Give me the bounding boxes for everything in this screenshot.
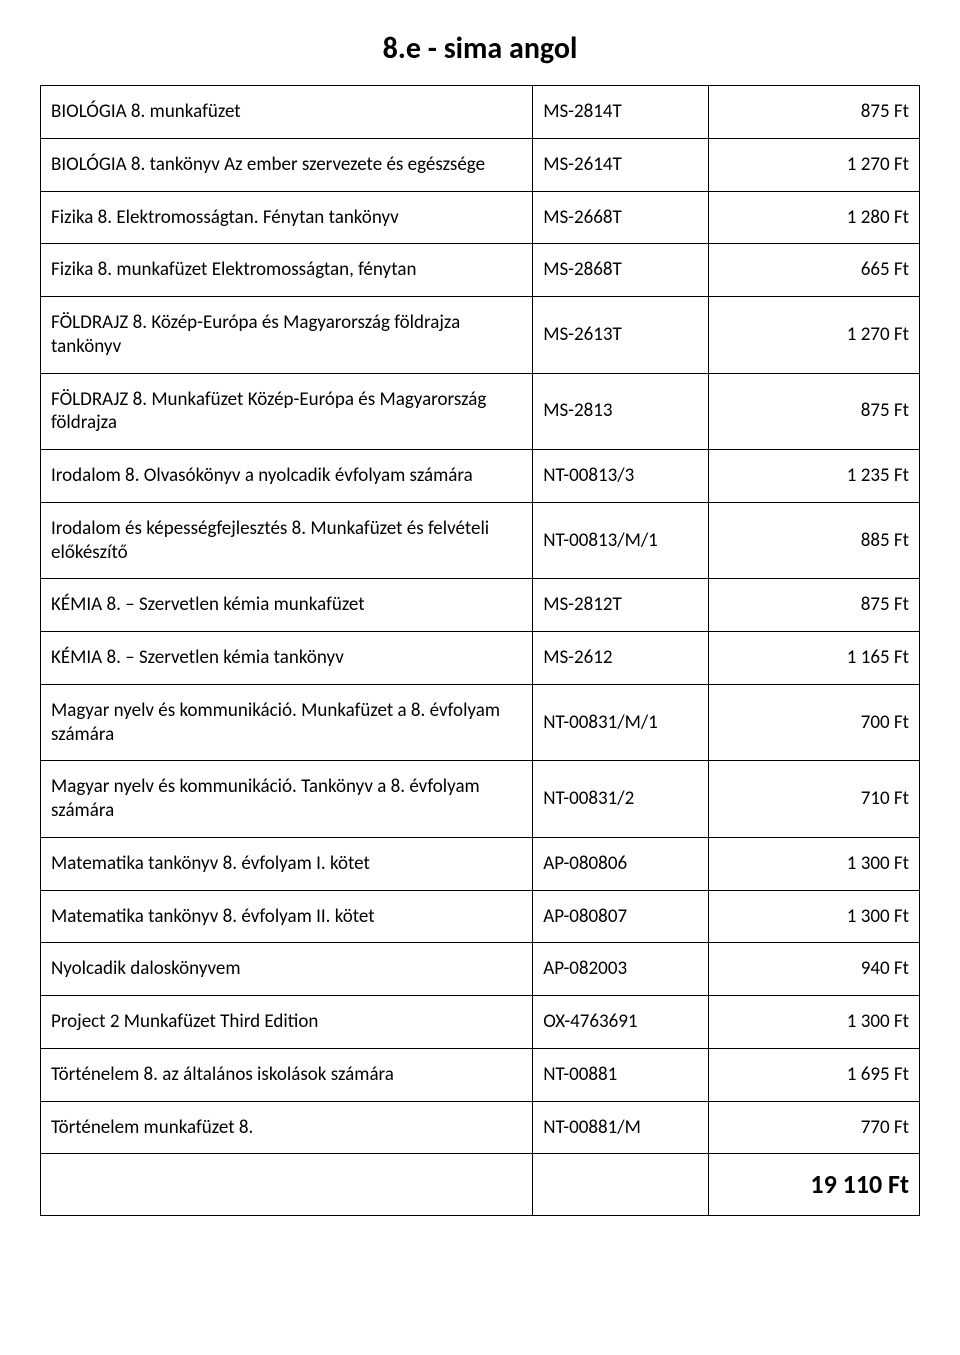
page-title: 8.e - sima angol: [40, 30, 920, 67]
book-table-body: BIOLÓGIA 8. munkafüzetMS-2814T875 FtBIOL…: [41, 86, 920, 1216]
book-price: 1 165 Ft: [709, 632, 920, 685]
book-code: MS-2612: [533, 632, 709, 685]
table-row: Nyolcadik daloskönyvemAP-082003940 Ft: [41, 943, 920, 996]
book-price: 940 Ft: [709, 943, 920, 996]
book-code: AP-080807: [533, 890, 709, 943]
book-code: AP-080806: [533, 837, 709, 890]
book-code: OX-4763691: [533, 996, 709, 1049]
total-empty-cell: [533, 1154, 709, 1216]
book-code: NT-00881: [533, 1048, 709, 1101]
book-code: NT-00831/M/1: [533, 684, 709, 761]
book-name: Matematika tankönyv 8. évfolyam I. kötet: [41, 837, 533, 890]
table-row: Történelem 8. az általános iskolások szá…: [41, 1048, 920, 1101]
table-row: Magyar nyelv és kommunikáció. Tankönyv a…: [41, 761, 920, 838]
book-name: KÉMIA 8. – Szervetlen kémia tankönyv: [41, 632, 533, 685]
book-price: 700 Ft: [709, 684, 920, 761]
book-code: NT-00881/M: [533, 1101, 709, 1154]
book-code: MS-2814T: [533, 86, 709, 139]
table-row: BIOLÓGIA 8. munkafüzetMS-2814T875 Ft: [41, 86, 920, 139]
total-price: 19 110 Ft: [709, 1154, 920, 1216]
page: 8.e - sima angol BIOLÓGIA 8. munkafüzetM…: [0, 0, 960, 1256]
book-code: MS-2613T: [533, 297, 709, 374]
book-code: MS-2813: [533, 373, 709, 450]
book-name: Matematika tankönyv 8. évfolyam II. köte…: [41, 890, 533, 943]
table-row: FÖLDRAJZ 8. Munkafüzet Közép-Európa és M…: [41, 373, 920, 450]
book-name: Irodalom 8. Olvasókönyv a nyolcadik évfo…: [41, 450, 533, 503]
book-price: 1 270 Ft: [709, 297, 920, 374]
book-name: Magyar nyelv és kommunikáció. Tankönyv a…: [41, 761, 533, 838]
book-price: 1 270 Ft: [709, 138, 920, 191]
table-row: Fizika 8. munkafüzet Elektromosságtan, f…: [41, 244, 920, 297]
book-name: FÖLDRAJZ 8. Munkafüzet Közép-Európa és M…: [41, 373, 533, 450]
total-empty-cell: [41, 1154, 533, 1216]
book-price: 1 235 Ft: [709, 450, 920, 503]
book-price: 1 280 Ft: [709, 191, 920, 244]
table-row: FÖLDRAJZ 8. Közép-Európa és Magyarország…: [41, 297, 920, 374]
book-code: NT-00813/3: [533, 450, 709, 503]
table-row: Magyar nyelv és kommunikáció. Munkafüzet…: [41, 684, 920, 761]
table-row: KÉMIA 8. – Szervetlen kémia munkafüzetMS…: [41, 579, 920, 632]
book-code: MS-2812T: [533, 579, 709, 632]
book-price: 1 300 Ft: [709, 996, 920, 1049]
book-code: AP-082003: [533, 943, 709, 996]
book-name: Történelem munkafüzet 8.: [41, 1101, 533, 1154]
table-row: BIOLÓGIA 8. tankönyv Az ember szervezete…: [41, 138, 920, 191]
book-name: Fizika 8. Elektromosságtan. Fénytan tank…: [41, 191, 533, 244]
book-name: Magyar nyelv és kommunikáció. Munkafüzet…: [41, 684, 533, 761]
table-row: Fizika 8. Elektromosságtan. Fénytan tank…: [41, 191, 920, 244]
book-price: 875 Ft: [709, 86, 920, 139]
book-name: Fizika 8. munkafüzet Elektromosságtan, f…: [41, 244, 533, 297]
book-code: NT-00831/2: [533, 761, 709, 838]
book-name: Irodalom és képességfejlesztés 8. Munkaf…: [41, 502, 533, 579]
table-total-row: 19 110 Ft: [41, 1154, 920, 1216]
book-price: 665 Ft: [709, 244, 920, 297]
book-price: 875 Ft: [709, 373, 920, 450]
book-name: Project 2 Munkafüzet Third Edition: [41, 996, 533, 1049]
book-price: 770 Ft: [709, 1101, 920, 1154]
book-price: 1 300 Ft: [709, 890, 920, 943]
table-row: Irodalom 8. Olvasókönyv a nyolcadik évfo…: [41, 450, 920, 503]
table-row: Matematika tankönyv 8. évfolyam I. kötet…: [41, 837, 920, 890]
book-price: 885 Ft: [709, 502, 920, 579]
table-row: Irodalom és képességfejlesztés 8. Munkaf…: [41, 502, 920, 579]
book-name: FÖLDRAJZ 8. Közép-Európa és Magyarország…: [41, 297, 533, 374]
book-price: 1 695 Ft: [709, 1048, 920, 1101]
book-price: 710 Ft: [709, 761, 920, 838]
table-row: Matematika tankönyv 8. évfolyam II. köte…: [41, 890, 920, 943]
book-name: KÉMIA 8. – Szervetlen kémia munkafüzet: [41, 579, 533, 632]
book-name: Nyolcadik daloskönyvem: [41, 943, 533, 996]
table-row: Történelem munkafüzet 8.NT-00881/M770 Ft: [41, 1101, 920, 1154]
book-table: BIOLÓGIA 8. munkafüzetMS-2814T875 FtBIOL…: [40, 85, 920, 1216]
book-name: BIOLÓGIA 8. munkafüzet: [41, 86, 533, 139]
table-row: Project 2 Munkafüzet Third EditionOX-476…: [41, 996, 920, 1049]
book-code: NT-00813/M/1: [533, 502, 709, 579]
book-name: BIOLÓGIA 8. tankönyv Az ember szervezete…: [41, 138, 533, 191]
book-price: 1 300 Ft: [709, 837, 920, 890]
book-code: MS-2614T: [533, 138, 709, 191]
table-row: KÉMIA 8. – Szervetlen kémia tankönyvMS-2…: [41, 632, 920, 685]
book-code: MS-2668T: [533, 191, 709, 244]
book-name: Történelem 8. az általános iskolások szá…: [41, 1048, 533, 1101]
book-price: 875 Ft: [709, 579, 920, 632]
book-code: MS-2868T: [533, 244, 709, 297]
